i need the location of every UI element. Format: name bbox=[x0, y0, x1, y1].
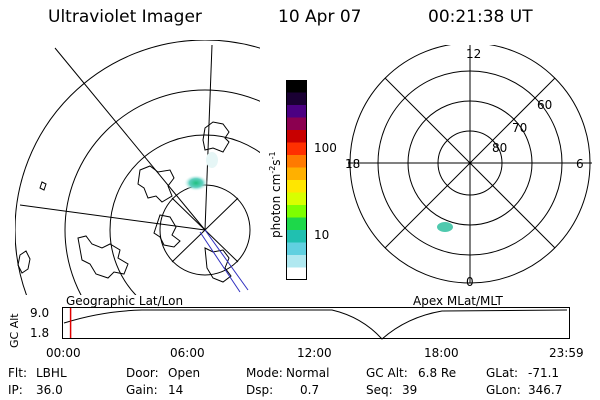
mlat-70: 70 bbox=[512, 121, 528, 135]
mlt-18: 18 bbox=[345, 157, 361, 171]
track-line bbox=[199, 231, 241, 293]
x-tick-1200: 12:00 bbox=[297, 346, 332, 360]
time-label: 00:21:38 UT bbox=[428, 7, 533, 27]
mlat-80: 80 bbox=[492, 141, 508, 155]
coastline bbox=[17, 250, 31, 274]
apex-polar-plot bbox=[348, 45, 592, 284]
door-value: Open bbox=[168, 366, 201, 380]
colorbar-tick-100: 100 bbox=[314, 141, 337, 155]
altitude-ylabel: GC Alt bbox=[8, 313, 21, 348]
aurora-emission bbox=[206, 152, 218, 168]
mlt-6: 6 bbox=[576, 157, 584, 171]
colorbar-segment bbox=[286, 92, 307, 106]
colorbar-segment bbox=[286, 205, 307, 218]
altitude-ymax: 9.0 bbox=[30, 306, 50, 320]
gain-value: 14 bbox=[168, 383, 184, 397]
colorbar-tick-10: 10 bbox=[314, 228, 330, 242]
gcalt-label: GC Alt: bbox=[366, 366, 408, 380]
colorbar-segment bbox=[286, 255, 307, 268]
x-tick-2359: 23:59 bbox=[549, 346, 584, 360]
geo-meridian bbox=[19, 204, 206, 231]
aurora-emission bbox=[437, 222, 453, 232]
coastline bbox=[153, 214, 181, 248]
apex-label: Apex MLat/MLT bbox=[413, 294, 503, 308]
ip-label: IP: bbox=[8, 383, 23, 397]
flt-value: LBHL bbox=[36, 366, 67, 380]
colorbar-segment bbox=[286, 80, 307, 93]
colorbar-segment bbox=[286, 130, 307, 143]
geographic-label: Geographic Lat/Lon bbox=[66, 294, 184, 308]
colorbar-segment bbox=[286, 192, 307, 206]
geo-lat-circle bbox=[109, 134, 260, 295]
colorbar-unit: photon cm-2s-1 bbox=[268, 151, 283, 238]
glat-value: -71.1 bbox=[528, 366, 560, 380]
track-line bbox=[204, 229, 249, 291]
coastline bbox=[202, 121, 230, 153]
seq-label: Seq: bbox=[366, 383, 393, 397]
colorbar-segment bbox=[286, 105, 307, 118]
colorbar bbox=[286, 80, 307, 280]
mode-value: Normal bbox=[286, 366, 330, 380]
glat-label: GLat: bbox=[486, 366, 519, 380]
aurora-emission bbox=[184, 175, 208, 191]
date-label: 10 Apr 07 bbox=[278, 7, 362, 27]
mlt-0: 0 bbox=[466, 275, 474, 289]
gcalt-value: 6.8 Re bbox=[418, 366, 457, 380]
mlt-12: 12 bbox=[466, 47, 482, 61]
colorbar-segment bbox=[286, 230, 307, 243]
geo-meridian bbox=[204, 44, 213, 231]
door-label: Door: bbox=[126, 366, 159, 380]
x-tick-0000: 00:00 bbox=[46, 346, 81, 360]
coastline bbox=[137, 165, 175, 203]
colorbar-segment bbox=[286, 142, 307, 156]
colorbar-segment bbox=[286, 117, 307, 131]
altitude-plot bbox=[62, 307, 570, 340]
mode-label: Mode: bbox=[246, 366, 283, 380]
colorbar-segment bbox=[286, 217, 307, 231]
mlat-60: 60 bbox=[537, 98, 553, 112]
gain-label: Gain: bbox=[126, 383, 158, 397]
colorbar-segment bbox=[286, 267, 307, 280]
dsp-value: 0.7 bbox=[300, 383, 320, 397]
colorbar-segment bbox=[286, 180, 307, 193]
dsp-label: Dsp: bbox=[246, 383, 274, 397]
x-tick-1800: 18:00 bbox=[424, 346, 459, 360]
app-title: Ultraviolet Imager bbox=[48, 7, 202, 27]
seq-value: 39 bbox=[402, 383, 418, 397]
glon-value: 346.7 bbox=[528, 383, 563, 397]
colorbar-segment bbox=[286, 155, 307, 168]
altitude-curve bbox=[63, 309, 568, 340]
coastline bbox=[39, 181, 47, 191]
glon-label: GLon: bbox=[486, 383, 521, 397]
coastline bbox=[204, 247, 232, 283]
colorbar-segment bbox=[286, 167, 307, 181]
flt-label: Flt: bbox=[8, 366, 27, 380]
geo-meridian bbox=[54, 47, 206, 231]
coastline bbox=[77, 235, 129, 279]
x-tick-0600: 06:00 bbox=[170, 346, 205, 360]
altitude-ymin: 1.8 bbox=[30, 326, 50, 340]
ip-value: 36.0 bbox=[36, 383, 63, 397]
geo-lat-circle bbox=[64, 89, 260, 295]
colorbar-segment bbox=[286, 242, 307, 256]
